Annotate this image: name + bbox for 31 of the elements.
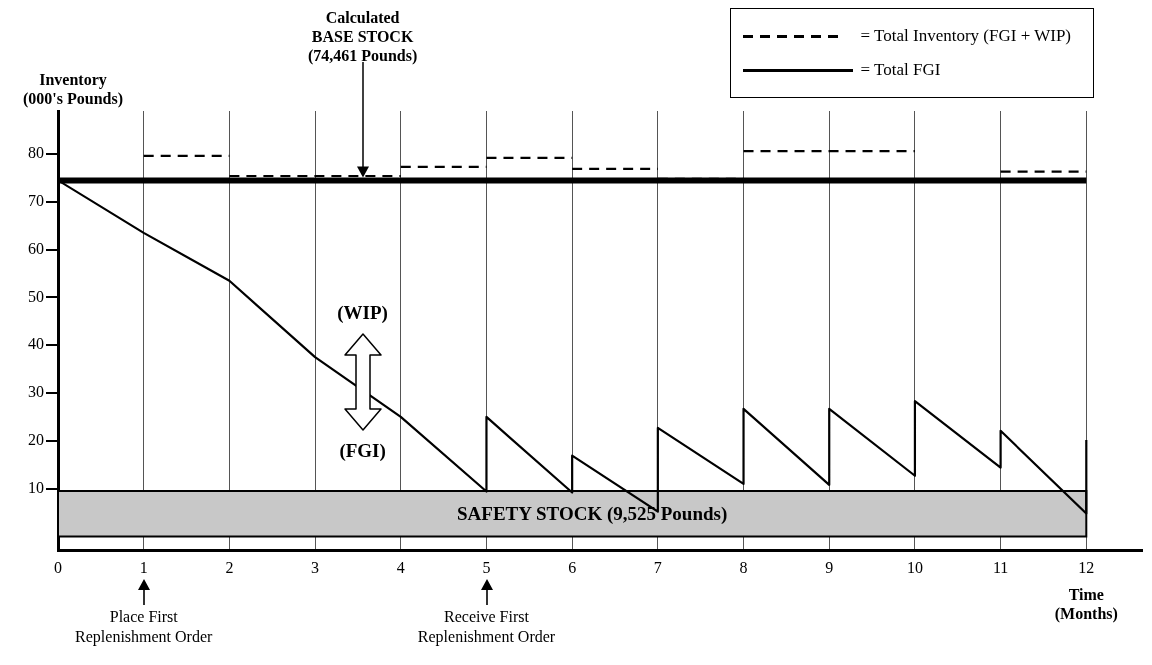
x-tick-label: 2	[225, 558, 234, 576]
y-tick-label: 30	[28, 383, 44, 401]
x-tick-label: 0	[54, 558, 62, 576]
text: Receive First Replenishment Order	[416, 606, 557, 647]
x-tick-label: 12	[1078, 558, 1095, 576]
x-tick-label: 8	[739, 558, 748, 576]
x-tick-label: 10	[906, 558, 923, 576]
x-tick-label: 5	[482, 558, 491, 576]
y-tick-label: 60	[28, 239, 44, 257]
annotation: (FGI)	[338, 440, 387, 462]
text: Place First Replenishment Order	[74, 606, 214, 647]
ref-line-label: Calculated BASE STOCK (74,461 Pounds)	[306, 8, 419, 65]
x-tick-label: 3	[311, 558, 320, 576]
y-axis-title: Inventory (000's Pounds)	[22, 70, 124, 108]
y-tick-label: 40	[28, 335, 44, 353]
annotation: (WIP)	[336, 302, 389, 324]
x-tick-label: 9	[825, 558, 834, 576]
y-tick-label: 50	[28, 287, 44, 305]
y-tick-label: 80	[28, 144, 44, 162]
x-axis-title: Time (Months)	[1053, 584, 1119, 623]
x-tick-label: 6	[568, 558, 577, 576]
x-tick-label: 11	[992, 558, 1009, 576]
legend-label: = Total Inventory (FGI + WIP)	[860, 26, 1071, 46]
band-label: SAFETY STOCK (9,525 Pounds)	[457, 502, 728, 525]
x-tick-label: 7	[653, 558, 662, 576]
y-tick-label: 20	[28, 431, 44, 449]
y-tick-label: 70	[28, 192, 44, 210]
y-tick-label: 10	[28, 478, 44, 496]
x-tick-label: 4	[396, 558, 405, 576]
x-tick-label: 1	[139, 558, 148, 576]
legend-label: = Total FGI	[860, 60, 941, 80]
